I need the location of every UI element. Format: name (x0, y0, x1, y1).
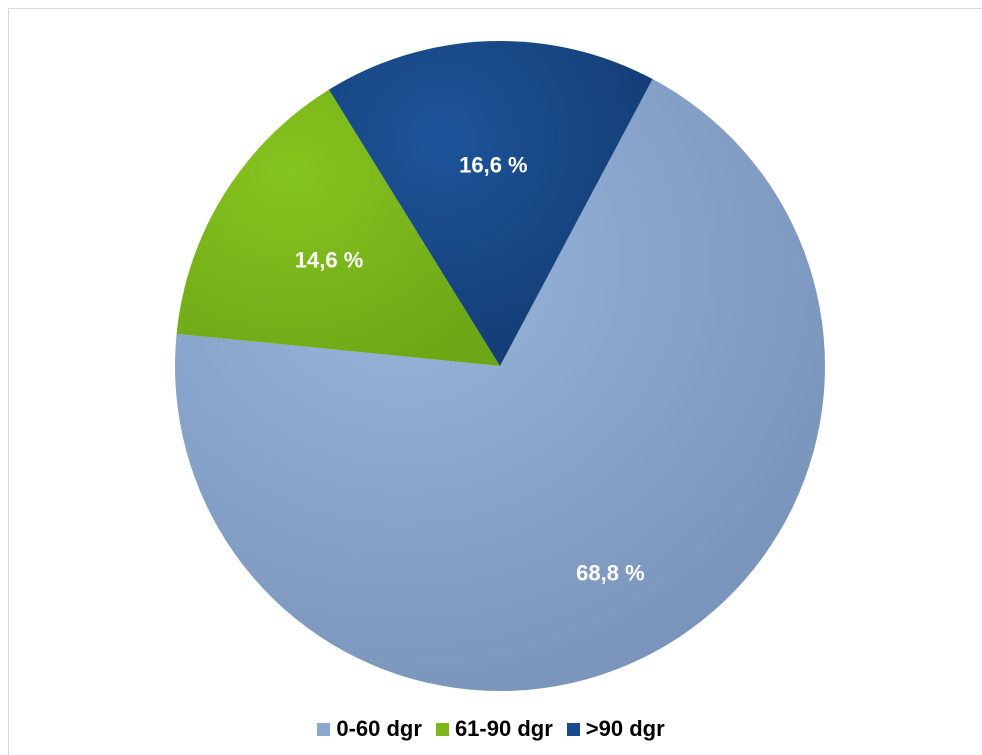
pie-slice-0-60 (174, 79, 825, 691)
legend-swatch-0-60 (317, 722, 331, 736)
pie-data-label-61-90: 14,6 % (295, 247, 364, 272)
legend-item-61-90: 61-90 dgr (435, 716, 553, 741)
legend-label-0-60: 0-60 dgr (336, 716, 422, 741)
pie-data-label-over-90: 16,6 % (459, 153, 528, 178)
legend-swatch-over-90 (566, 722, 580, 736)
legend-label-61-90: 61-90 dgr (454, 716, 553, 741)
legend: 0-60 dgr 61-90 dgr >90 dgr (0, 715, 982, 743)
legend-item-0-60: 0-60 dgr (317, 718, 422, 740)
pie-slice-61-90 (176, 89, 500, 367)
legend-item-over-90: >90 dgr (566, 716, 665, 741)
pie-data-label-0-60: 68,8 % (576, 560, 645, 585)
legend-label-over-90: >90 dgr (585, 716, 665, 741)
pie-slice-over-90 (328, 40, 653, 366)
legend-swatch-61-90 (435, 722, 449, 736)
